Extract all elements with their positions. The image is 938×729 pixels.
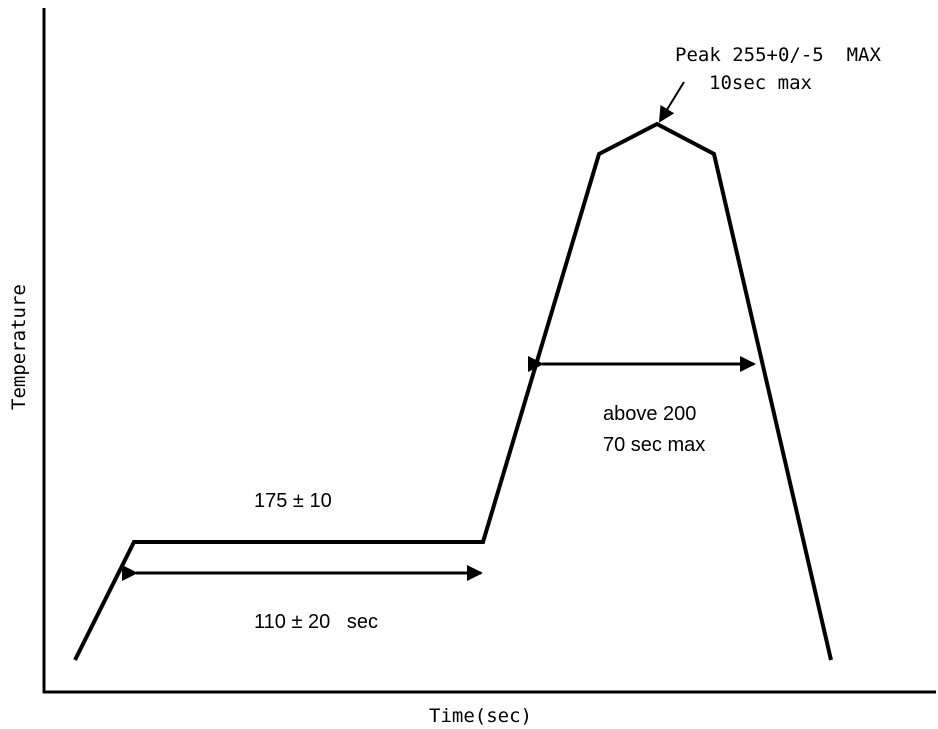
y-axis-label: Temperature <box>8 284 30 410</box>
above-200-label-line2: 70 sec max <box>603 434 705 456</box>
peak-label-line1: Peak 255+0/-5 MAX <box>675 44 881 66</box>
soak-time-label: 110 ± 20 sec <box>254 611 378 633</box>
peak-pointer-arrow <box>658 81 685 123</box>
temperature-profile-line <box>73 121 833 661</box>
above-200-label-line1: above 200 <box>603 403 696 425</box>
x-axis-label: Time(sec) <box>429 705 532 727</box>
peak-label-line2: 10sec max <box>709 72 812 94</box>
soak-temperature-label: 175 ± 10 <box>254 490 332 512</box>
